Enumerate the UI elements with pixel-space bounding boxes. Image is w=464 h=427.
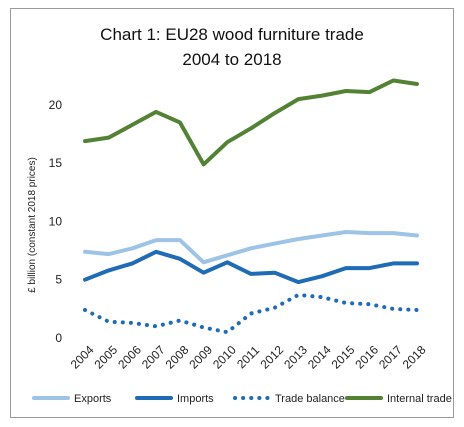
legend-label-imports: Imports — [177, 393, 214, 405]
x-tick-label: 2008 — [163, 343, 192, 372]
x-tick-label: 2015 — [329, 343, 358, 372]
x-tick-label: 2012 — [257, 343, 286, 372]
legend-label-internal-trade: Internal trade — [387, 393, 452, 405]
x-tick-label: 2013 — [281, 343, 310, 372]
x-tick-label: 2004 — [68, 343, 97, 372]
internal-trade-line — [83, 78, 419, 167]
chart-title-line-1: Chart 1: EU28 wood furniture trade — [100, 25, 364, 44]
x-tick-label: 2007 — [139, 343, 168, 372]
imports-line — [83, 249, 419, 285]
y-tick-label: 5 — [55, 273, 62, 287]
y-tick-label: 15 — [49, 156, 63, 170]
legend-label-exports: Exports — [74, 393, 112, 405]
x-tick-label: 2010 — [210, 343, 239, 372]
x-tick-label: 2009 — [186, 343, 215, 372]
chart-frame — [10, 8, 454, 418]
x-tick-label: 2014 — [305, 343, 334, 372]
trade-balance-line — [83, 292, 419, 335]
x-tick-label: 2006 — [115, 343, 144, 372]
exports-line — [83, 230, 419, 265]
x-tick-label: 2011 — [234, 343, 262, 371]
y-tick-label: 10 — [49, 214, 63, 228]
y-tick-label: 0 — [55, 331, 62, 345]
legend-label-trade-balance: Trade balance — [275, 393, 345, 405]
y-tick-label: 20 — [49, 98, 63, 112]
x-tick-label: 2005 — [91, 343, 120, 372]
x-tick-label: 2016 — [352, 343, 381, 372]
legend: Exports Imports Trade balance Internal trad… — [32, 393, 452, 405]
y-axis-ticks: 0 5 10 15 20 — [49, 98, 63, 345]
y-axis-label: £ billion (constant 2018 prices) — [27, 157, 38, 293]
x-tick-label: 2018 — [400, 343, 429, 372]
x-tick-label: 2017 — [376, 343, 405, 372]
chart-title-line-2: 2004 to 2018 — [182, 50, 282, 69]
x-axis-ticks: 2004200520062007200820092010201120122013… — [68, 343, 429, 372]
chart-title: Chart 1: EU28 wood furniture trade 2004 … — [0, 22, 464, 72]
series-group — [83, 78, 419, 335]
